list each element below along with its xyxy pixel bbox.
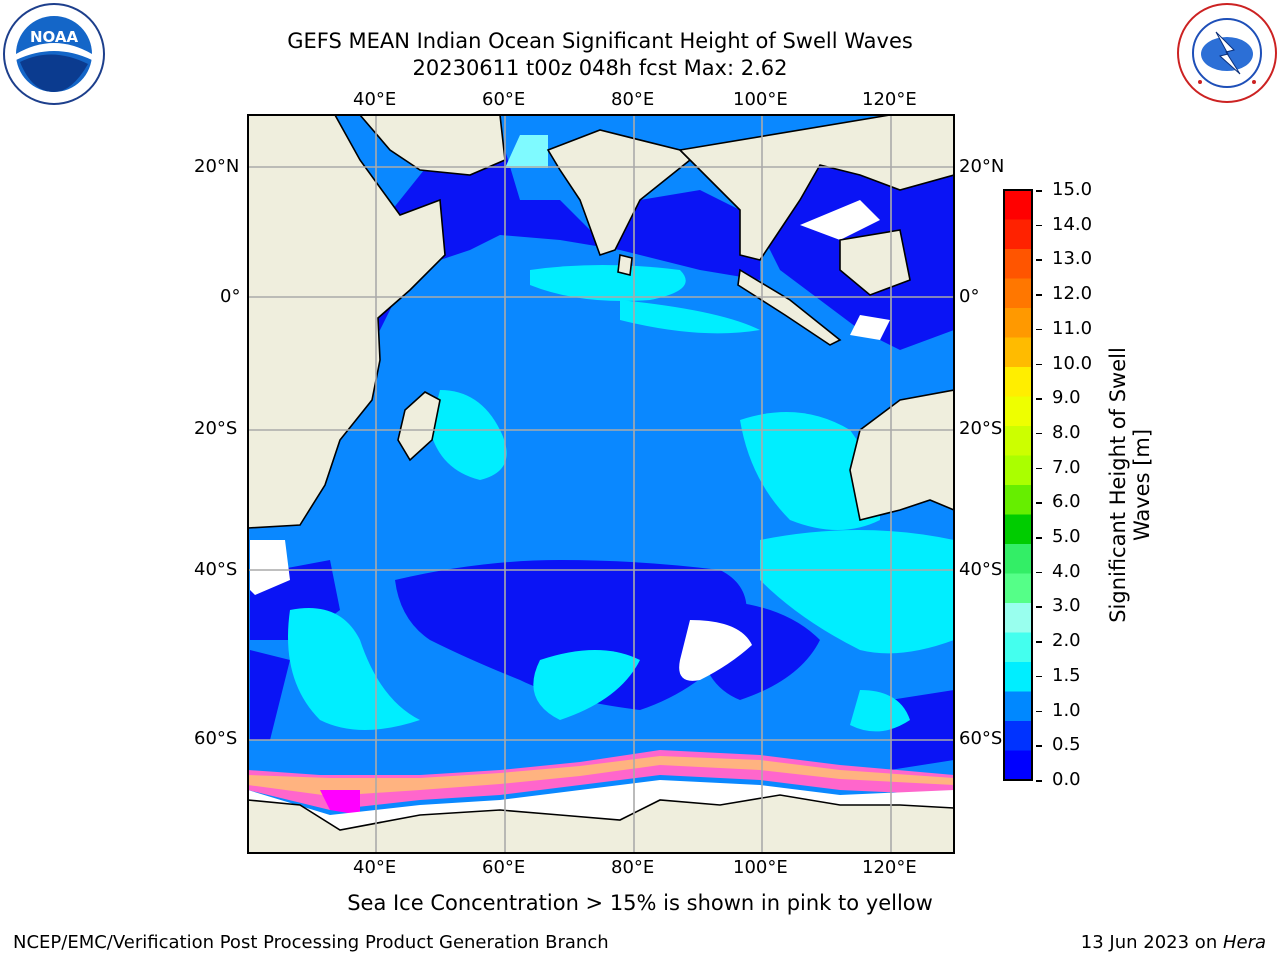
colorbar-segment: [1004, 396, 1032, 427]
colorbar-tick-mark: [1036, 641, 1042, 643]
colorbar-segment: [1004, 278, 1032, 309]
colorbar-tick-label: 1.5: [1052, 664, 1081, 686]
colorbar-tick-mark: [1036, 780, 1042, 782]
colorbar-tick-label: 13.0: [1052, 248, 1093, 270]
colorbar-segment: [1004, 190, 1032, 220]
lon-tick-bottom: 120°E: [862, 857, 917, 878]
colorbar-tick-label: 14.0: [1052, 213, 1093, 235]
colorbar-tick-mark: [1036, 328, 1042, 331]
footer-machine: Hera: [1222, 932, 1266, 953]
colorbar-tick-mark: [1036, 675, 1042, 678]
lat-tick-right: 0°: [959, 286, 980, 307]
footer-credit: NCEP/EMC/Verification Post Processing Pr…: [13, 932, 609, 953]
sea-ice-note: Sea Ice Concentration > 15% is shown in …: [0, 891, 1280, 915]
colorbar-tick-label: 7.0: [1052, 456, 1081, 478]
colorbar-tick-label: 10.0: [1052, 352, 1093, 374]
colorbar-tick-mark: [1036, 745, 1042, 747]
colorbar-tick-label: 0.5: [1052, 734, 1081, 756]
colorbar-tick-label: 15.0: [1052, 179, 1093, 200]
noaa-logo: NOAA: [3, 3, 105, 105]
colorbar-tick-mark: [1036, 467, 1042, 470]
footer-date: 13 Jun 2023 on Hera: [1081, 932, 1266, 953]
lon-tick-top: 40°E: [353, 89, 397, 110]
colorbar-tick-mark: [1036, 259, 1042, 261]
lat-tick-left: 40°S: [194, 559, 238, 580]
colorbar-segment: [1004, 721, 1032, 751]
colorbar-tick-mark: [1036, 571, 1042, 574]
colorbar-tick-label: 2.0: [1052, 630, 1081, 652]
nodata-patches: [250, 135, 890, 681]
lon-tick-bottom: 100°E: [733, 857, 788, 878]
lat-tick-left: 0°: [220, 286, 241, 307]
colorbar-tick-mark: [1036, 224, 1042, 227]
colorbar-tick-label: 6.0: [1052, 491, 1081, 513]
lat-tick-left: 60°S: [194, 728, 238, 749]
colorbar-tick-label: 0.0: [1052, 769, 1081, 790]
chart-title: GEFS MEAN Indian Ocean Significant Heigh…: [287, 29, 913, 53]
noaa-logo-text: NOAA: [30, 28, 79, 46]
land-masses: [248, 115, 954, 853]
lon-tick-top: 80°E: [611, 89, 655, 110]
colorbar-segment: [1004, 573, 1032, 604]
map-frame: [247, 114, 955, 854]
colorbar-tick-mark: [1036, 363, 1042, 366]
colorbar-tick-label: 1.0: [1052, 699, 1081, 721]
colorbar: [1003, 189, 1033, 781]
colorbar-title-line1: Significant Height of Swell: [1106, 347, 1130, 623]
colorbar-tick-mark: [1036, 294, 1042, 296]
lat-tick-right: 20°N: [959, 156, 1005, 177]
lon-tick-bottom: 60°E: [482, 857, 526, 878]
chart-subtitle: 20230611 t00z 048h fcst Max: 2.62: [412, 56, 788, 80]
lon-tick-top: 60°E: [482, 89, 526, 110]
lat-tick-right: 40°S: [959, 559, 1003, 580]
colorbar-tick-mark: [1036, 502, 1042, 504]
colorbar-tick-label: 5.0: [1052, 526, 1081, 548]
colorbar-segment: [1004, 308, 1032, 338]
lon-tick-top: 100°E: [733, 89, 788, 110]
lat-tick-left: 20°S: [194, 418, 238, 439]
colorbar-tick-label: 4.0: [1052, 560, 1081, 582]
lat-tick-left: 20°N: [194, 156, 240, 177]
colorbar-tick-mark: [1036, 710, 1042, 713]
colorbar-segment: [1004, 249, 1032, 279]
lat-tick-right: 20°S: [959, 418, 1003, 439]
colorbar-segment: [1004, 367, 1032, 397]
colorbar-segment: [1004, 455, 1032, 486]
colorbar-title-line2: Waves [m]: [1130, 428, 1154, 542]
sea-ice-note-text: Sea Ice Concentration > 15% is shown in …: [347, 891, 933, 915]
colorbar-tick-mark: [1036, 432, 1042, 435]
colorbar-segment: [1004, 662, 1032, 692]
colorbar-segment: [1004, 514, 1032, 545]
colorbar-segment: [1004, 632, 1032, 663]
colorbar-tick-label: 12.0: [1052, 283, 1093, 305]
colorbar-tick-label: 3.0: [1052, 595, 1081, 617]
colorbar-tick-mark: [1036, 606, 1042, 608]
colorbar-frame: [1003, 189, 1033, 781]
graticule: [248, 115, 954, 853]
colorbar-tick-label: 11.0: [1052, 317, 1093, 339]
colorbar-tick-mark: [1036, 190, 1042, 192]
nws-logo: [1177, 3, 1277, 103]
lon-tick-top: 120°E: [862, 89, 917, 110]
colorbar-segment: [1004, 750, 1032, 781]
colorbar-tick-label: 9.0: [1052, 387, 1081, 409]
lat-tick-right: 60°S: [959, 728, 1003, 749]
colorbar-segment: [1004, 219, 1032, 250]
lon-tick-bottom: 40°E: [353, 857, 397, 878]
colorbar-segment: [1004, 485, 1032, 515]
colorbar-segment: [1004, 691, 1032, 722]
colorbar-tick-mark: [1036, 398, 1042, 400]
colorbar-segment: [1004, 603, 1032, 633]
colorbar-tick-mark: [1036, 537, 1042, 539]
colorbar-segment: [1004, 426, 1032, 456]
colorbar-segment: [1004, 337, 1032, 368]
footer-date-text: 13 Jun 2023 on: [1080, 932, 1223, 953]
colorbar-tick-label: 8.0: [1052, 421, 1081, 443]
high-swell-regions: [288, 265, 954, 732]
colorbar-segment: [1004, 544, 1032, 574]
lon-tick-bottom: 80°E: [611, 857, 655, 878]
